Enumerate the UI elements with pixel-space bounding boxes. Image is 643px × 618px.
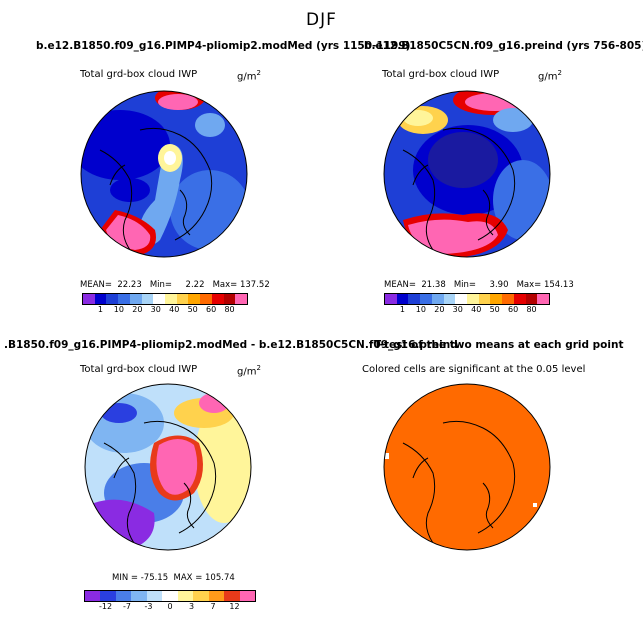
colorbar-swatch <box>478 294 491 304</box>
colorbar-swatch <box>385 294 397 304</box>
panel-2-units: g/m2 <box>538 69 562 83</box>
colorbar-swatch <box>443 294 456 304</box>
colorbar-swatch <box>177 591 194 601</box>
colorbar-swatch <box>85 591 101 601</box>
colorbar-swatch <box>502 294 514 304</box>
colorbar-swatch <box>165 294 177 304</box>
colorbar-swatch <box>396 294 409 304</box>
colorbar-tick-label: 40 <box>471 305 482 314</box>
colorbar-swatch <box>208 591 225 601</box>
panel-4-subtitle: Colored cells are significant at the 0.0… <box>362 364 586 375</box>
figure-title: DJF <box>306 10 337 30</box>
colorbar-tick-label: -7 <box>123 602 131 611</box>
colorbar-tick-label: 30 <box>452 305 463 314</box>
colorbar-swatch <box>408 294 421 304</box>
panel-3-colorbar-swatches <box>84 590 256 602</box>
colorbar-swatch <box>525 294 538 304</box>
colorbar-swatch <box>200 294 212 304</box>
colorbar-swatch <box>162 591 178 601</box>
panel-3-units: g/m2 <box>237 364 261 378</box>
colorbar-tick-label: -3 <box>144 602 153 611</box>
panel-3-colorbar-ticks: -12 -7 -3 0 3 7 12 <box>84 602 256 614</box>
colorbar-swatch <box>211 294 224 304</box>
colorbar-tick-label: 12 <box>229 602 240 611</box>
colorbar-swatch <box>224 591 240 601</box>
panel-4-title: T-test of the two means at each grid poi… <box>374 339 624 351</box>
colorbar-tick-label: 50 <box>187 305 198 314</box>
panel-2-colorbar-ticks: 1 10 20 30 40 50 60 80 <box>384 305 550 317</box>
colorbar-swatch <box>131 591 147 601</box>
colorbar-swatch <box>513 294 526 304</box>
colorbar-tick-label: 1 <box>97 305 103 314</box>
colorbar-swatch <box>239 591 255 601</box>
panel-1-units: g/m2 <box>237 69 261 83</box>
colorbar-tick-label: 3 <box>188 602 195 611</box>
colorbar-swatch <box>455 294 468 304</box>
colorbar-swatch <box>129 294 142 304</box>
colorbar-swatch <box>83 294 95 304</box>
colorbar-tick-label: 80 <box>526 305 537 314</box>
panel-4-map <box>383 383 551 551</box>
colorbar-swatch <box>490 294 503 304</box>
panel-1-colorbar: 1 10 20 30 40 50 60 80 <box>82 293 248 317</box>
colorbar-swatch <box>223 294 236 304</box>
panel-2-colorbar-swatches <box>384 293 550 305</box>
panel-1-colorbar-swatches <box>82 293 248 305</box>
colorbar-tick-label: 40 <box>169 305 180 314</box>
panel-1-map <box>80 90 248 258</box>
panel-1-title: b.e12.B1850.f09_g16.PIMP4-pliomip2.modMe… <box>36 40 411 52</box>
colorbar-tick-label: 1 <box>399 305 405 314</box>
colorbar-swatch <box>115 591 132 601</box>
colorbar-tick-label: 20 <box>132 305 143 314</box>
panel-2-map <box>383 90 551 258</box>
colorbar-tick-label: -12 <box>98 602 113 611</box>
panel-3-subtitle: Total grd-box cloud IWP <box>80 364 198 375</box>
colorbar-swatch <box>431 294 444 304</box>
panel-1-stats: MEAN= 22.23 Min= 2.22 Max= 137.52 <box>80 280 270 290</box>
colorbar-swatch <box>193 591 209 601</box>
colorbar-tick-label: 0 <box>167 602 173 611</box>
panel-3-map <box>84 383 252 551</box>
colorbar-swatch <box>146 591 163 601</box>
colorbar-swatch <box>153 294 166 304</box>
panel-2-colorbar: 1 10 20 30 40 50 60 80 <box>384 293 550 317</box>
colorbar-swatch <box>100 591 116 601</box>
panel-1-subtitle: Total grd-box cloud IWP <box>80 69 198 80</box>
colorbar-swatch <box>235 294 248 304</box>
colorbar-swatch <box>141 294 154 304</box>
colorbar-tick-label: 10 <box>113 305 124 314</box>
panel-3-stats: MIN = -75.15 MAX = 105.74 <box>112 573 235 583</box>
colorbar-swatch <box>94 294 107 304</box>
panel-2-title: b.e12.B1850C5CN.f09_g16.preind (yrs 756-… <box>364 40 643 52</box>
colorbar-swatch <box>176 294 189 304</box>
colorbar-tick-label: 30 <box>150 305 161 314</box>
colorbar-tick-label: 60 <box>508 305 519 314</box>
colorbar-swatch <box>420 294 432 304</box>
colorbar-swatch <box>537 294 550 304</box>
colorbar-swatch <box>118 294 130 304</box>
panel-3-colorbar: -12 -7 -3 0 3 7 12 <box>84 590 256 614</box>
colorbar-tick-label: 20 <box>434 305 445 314</box>
colorbar-swatch <box>467 294 479 304</box>
panel-3-title: .B1850.f09_g16.PIMP4-pliomip2.modMed - b… <box>4 339 458 351</box>
colorbar-tick-label: 7 <box>210 602 216 611</box>
colorbar-tick-label: 80 <box>224 305 235 314</box>
panel-2-stats: MEAN= 21.38 Min= 3.90 Max= 154.13 <box>384 280 574 290</box>
colorbar-tick-label: 60 <box>206 305 217 314</box>
colorbar-tick-label: 10 <box>415 305 426 314</box>
panel-1-colorbar-ticks: 1 10 20 30 40 50 60 80 <box>82 305 248 317</box>
colorbar-tick-label: 50 <box>489 305 500 314</box>
panel-2-subtitle: Total grd-box cloud IWP <box>382 69 500 80</box>
colorbar-swatch <box>106 294 119 304</box>
colorbar-swatch <box>188 294 201 304</box>
